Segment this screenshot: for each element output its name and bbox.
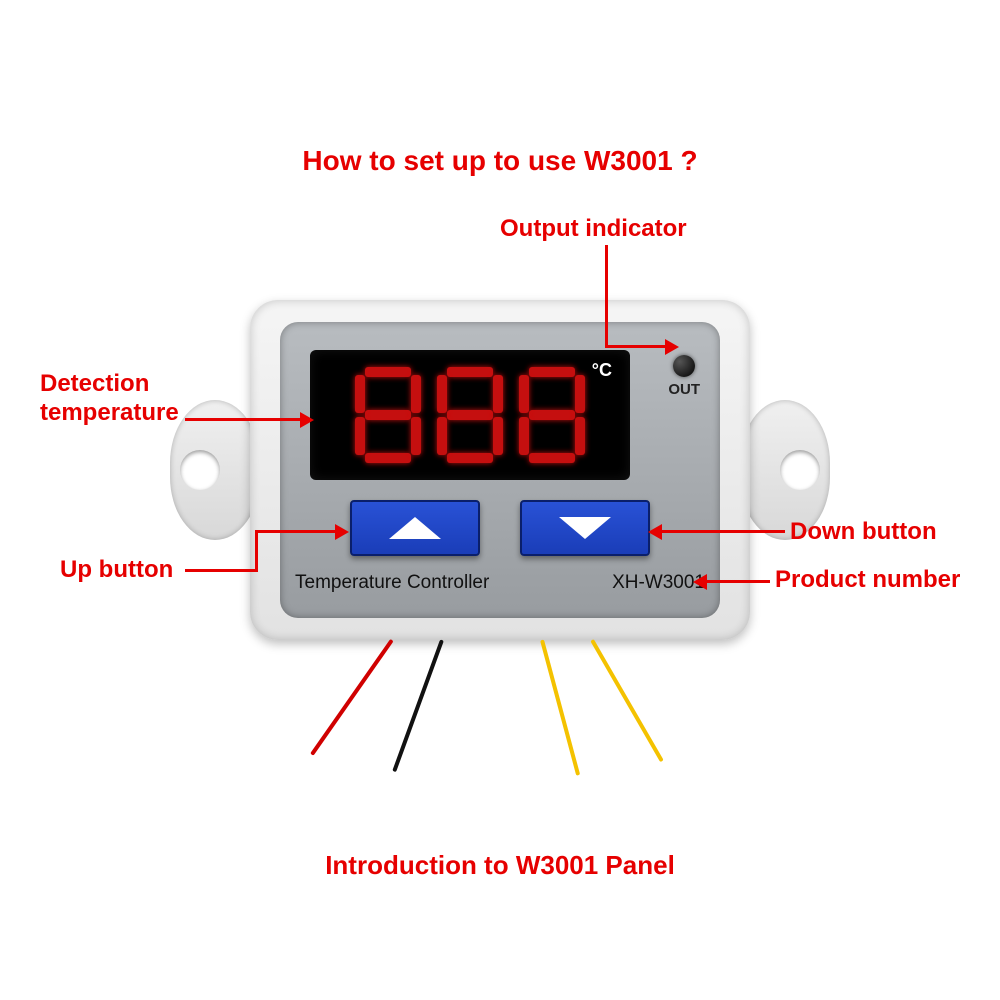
arrow-head-icon	[693, 574, 707, 590]
wire-yellow-2	[590, 639, 663, 762]
down-arrow-icon	[559, 517, 611, 539]
arrow-head-icon	[648, 524, 662, 540]
callout-output-indicator: Output indicator	[500, 215, 687, 243]
output-label: OUT	[668, 381, 700, 398]
digit-3	[517, 365, 587, 465]
down-button[interactable]	[520, 500, 650, 556]
arrow-line	[660, 530, 785, 533]
arrow-line	[185, 569, 255, 572]
arrow-head-icon	[300, 412, 314, 428]
callout-detection-temperature: Detection temperature	[40, 370, 179, 428]
wire-red	[310, 639, 394, 756]
digit-2	[435, 365, 505, 465]
arrow-line	[705, 580, 770, 583]
page-subtitle: Introduction to W3001 Panel	[0, 850, 1000, 881]
device-label-left: Temperature Controller	[295, 572, 489, 594]
wire-black	[392, 639, 444, 772]
arrow-line	[255, 530, 258, 572]
temperature-display: °C	[310, 350, 630, 480]
output-indicator: OUT	[668, 355, 700, 398]
arrow-line	[185, 418, 300, 421]
arrow-line	[605, 345, 665, 348]
callout-product-number: Product number	[775, 566, 960, 594]
page-title: How to set up to use W3001 ?	[0, 145, 1000, 177]
up-arrow-icon	[389, 517, 441, 539]
wire-yellow-1	[540, 639, 580, 775]
mount-ear-left	[170, 400, 260, 540]
callout-down-button: Down button	[790, 518, 937, 546]
unit-label: °C	[592, 360, 612, 381]
arrow-head-icon	[335, 524, 349, 540]
output-led-icon	[673, 355, 695, 377]
arrow-line	[605, 245, 608, 345]
arrow-head-icon	[665, 339, 679, 355]
callout-up-button: Up button	[60, 556, 173, 584]
digit-1	[353, 365, 423, 465]
arrow-line	[255, 530, 335, 533]
device-label-right: XH-W3001	[612, 572, 705, 594]
up-button[interactable]	[350, 500, 480, 556]
